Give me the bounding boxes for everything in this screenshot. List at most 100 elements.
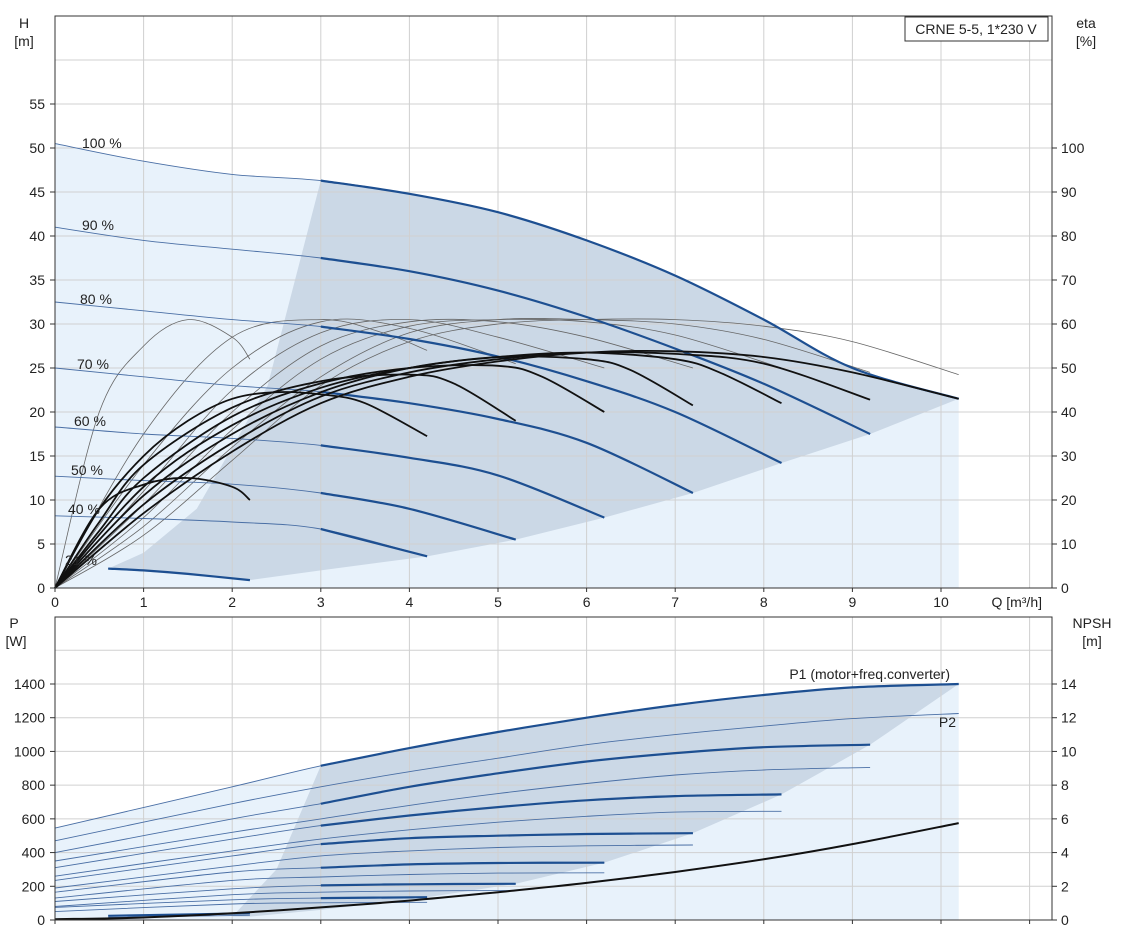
- p-tick-label: 200: [22, 878, 46, 894]
- speed-label: 40 %: [68, 501, 100, 517]
- y-left-axis-label: H: [19, 15, 29, 31]
- efficiency-curve: [54, 373, 517, 589]
- p2-series-label: P2: [939, 714, 956, 730]
- speed-curve-80-pct: [320, 325, 782, 464]
- efficiency-curve: [54, 351, 871, 589]
- efficiency-curve: [54, 391, 428, 589]
- p1-curve: [320, 896, 428, 900]
- efficiency-curve: [54, 364, 605, 589]
- p1-curve: [320, 832, 693, 846]
- y-left-tick-label: 5: [37, 536, 45, 552]
- speed-label: 21 %: [65, 552, 97, 568]
- y-right-axis-label: eta: [1076, 15, 1096, 31]
- npsh-curve: [54, 822, 959, 921]
- efficiency-thin-curve: [54, 319, 605, 589]
- y-right-tick-label: 30: [1061, 448, 1077, 464]
- y-right-tick-label: 40: [1061, 404, 1077, 420]
- efficiency-curve: [54, 351, 782, 589]
- npsh-tick-label: 8: [1061, 777, 1069, 793]
- y-right-axis-unit: [%]: [1076, 33, 1096, 49]
- p-tick-label: 600: [22, 811, 46, 827]
- x-tick-label: 7: [671, 594, 679, 610]
- p-axis-label: P: [9, 615, 18, 631]
- y-left-tick-label: 30: [29, 316, 45, 332]
- p2-curve: [54, 713, 959, 842]
- p1-curve: [320, 882, 516, 887]
- y-left-tick-label: 25: [29, 360, 45, 376]
- x-tick-label: 1: [140, 594, 148, 610]
- speed-label: 50 %: [71, 462, 103, 478]
- p-tick-label: 1400: [14, 676, 45, 692]
- p2-curve: [54, 844, 693, 889]
- npsh-axis-unit: [m]: [1082, 633, 1101, 649]
- speed-label: 70 %: [77, 356, 109, 372]
- p-axis-unit: [W]: [6, 633, 27, 649]
- p1-curve: [320, 743, 871, 805]
- p1-curve: [320, 861, 605, 869]
- npsh-tick-label: 14: [1061, 676, 1077, 692]
- speed-curve-21-pct: [108, 567, 251, 582]
- p1-series-label: P1 (motor+freq.converter): [789, 666, 950, 682]
- y-left-tick-label: 15: [29, 448, 45, 464]
- y-right-tick-label: 10: [1061, 536, 1077, 552]
- efficiency-thin-curve: [54, 318, 959, 589]
- p1-curve: [320, 793, 782, 827]
- y-left-tick-label: 55: [29, 96, 45, 112]
- top-grid: [54, 16, 1052, 588]
- y-right-tick-label: 50: [1061, 360, 1077, 376]
- p-tick-label: 0: [37, 912, 45, 928]
- y-right-tick-label: 80: [1061, 228, 1077, 244]
- speed-label: 80 %: [80, 291, 112, 307]
- p2-curve: [54, 872, 605, 899]
- p2-curve: [54, 766, 871, 862]
- efficiency-curve: [54, 350, 959, 589]
- speed-label: 100 %: [82, 135, 122, 151]
- p2-curve: [54, 810, 782, 877]
- p-tick-label: 1000: [14, 743, 45, 759]
- speed-curve-70-pct: [320, 390, 694, 494]
- speed-curve-50-pct: [320, 491, 517, 541]
- x-tick-label: 0: [51, 594, 59, 610]
- npsh-axis-label: NPSH: [1073, 615, 1112, 631]
- model-legend-text: CRNE 5-5, 1*230 V: [915, 21, 1037, 37]
- npsh-tick-label: 2: [1061, 878, 1069, 894]
- speed-curve-100-pct: [320, 179, 960, 400]
- top-plot-frame: [54, 15, 1053, 589]
- speed-curve-40-pct: [320, 527, 428, 558]
- bottom-plot-frame: [54, 616, 1053, 921]
- x-tick-label: 8: [760, 594, 768, 610]
- x-tick-label: 6: [583, 594, 591, 610]
- y-left-axis-unit: [m]: [14, 33, 33, 49]
- y-right-tick-label: 60: [1061, 316, 1077, 332]
- x-tick-label: 3: [317, 594, 325, 610]
- y-right-tick-label: 100: [1061, 140, 1085, 156]
- y-left-tick-label: 0: [37, 580, 45, 596]
- y-left-tick-label: 50: [29, 140, 45, 156]
- npsh-tick-label: 4: [1061, 845, 1069, 861]
- p-tick-label: 400: [22, 845, 46, 861]
- x-tick-label: 2: [228, 594, 236, 610]
- speed-curve-60-pct: [320, 444, 605, 519]
- x-tick-label: 5: [494, 594, 502, 610]
- p1-curve: [320, 682, 959, 767]
- y-left-tick-label: 20: [29, 404, 45, 420]
- npsh-tick-label: 6: [1061, 811, 1069, 827]
- y-right-tick-label: 0: [1061, 580, 1069, 596]
- speed-curve-thin: [54, 515, 428, 557]
- model-legend-box: [904, 16, 1049, 42]
- x-tick-label: 9: [849, 594, 857, 610]
- x-tick-label: 10: [933, 594, 949, 610]
- npsh-tick-label: 0: [1061, 912, 1069, 928]
- y-right-tick-label: 90: [1061, 184, 1077, 200]
- npsh-tick-label: 12: [1061, 710, 1077, 726]
- efficiency-thin-curve: [54, 318, 871, 589]
- speed-curve-90-pct: [320, 256, 871, 435]
- p-tick-label: 1200: [14, 710, 45, 726]
- speed-label: 90 %: [82, 217, 114, 233]
- npsh-tick-label: 10: [1061, 743, 1077, 759]
- efficiency-curve: [54, 477, 251, 589]
- p-tick-label: 800: [22, 777, 46, 793]
- y-right-tick-label: 70: [1061, 272, 1077, 288]
